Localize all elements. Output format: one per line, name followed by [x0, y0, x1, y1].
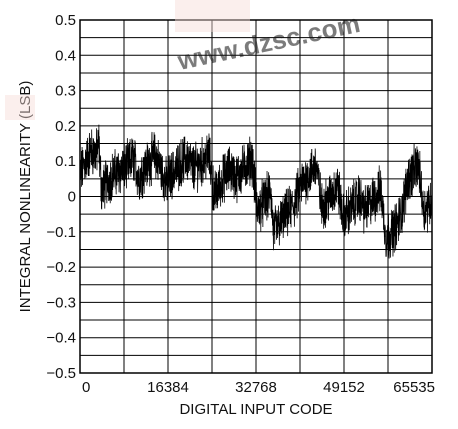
y-tick-label: 0.5	[55, 12, 76, 29]
y-tick-label: −0.4	[46, 330, 76, 347]
ink-trace-path	[79, 124, 433, 259]
y-tick-label: 0	[68, 189, 76, 206]
y-tick-label: −0.5	[46, 365, 76, 382]
y-tick-label: −0.3	[46, 294, 76, 311]
y-tick-label: −0.1	[46, 224, 76, 241]
y-axis-label: INTEGRAL NONLINEARITY (LSB)	[17, 81, 34, 313]
ink-trace	[79, 124, 433, 259]
x-tick-label: 32768	[235, 379, 277, 396]
x-tick-label: 0	[82, 379, 90, 396]
x-tick-label: 16384	[147, 379, 189, 396]
y-tick-label: 0.4	[55, 47, 76, 64]
y-tick-label: 0.3	[55, 83, 76, 100]
x-axis-label: DIGITAL INPUT CODE	[179, 401, 332, 418]
x-tick-label: 65535	[393, 379, 435, 396]
grid-lines	[80, 20, 432, 373]
y-tick-label: 0.2	[55, 118, 76, 135]
y-tick-label: −0.2	[46, 259, 76, 276]
y-tick-labels: −0.5 −0.4 −0.3 −0.2 −0.1 0 0.1 0.2 0.3 0.4 0.5	[46, 12, 76, 382]
x-tick-label: 49152	[323, 379, 365, 396]
y-tick-label: 0.1	[55, 153, 76, 170]
plot-border	[79, 19, 433, 374]
x-tick-labels: 0 16384 32768 49152 65535	[82, 379, 435, 396]
